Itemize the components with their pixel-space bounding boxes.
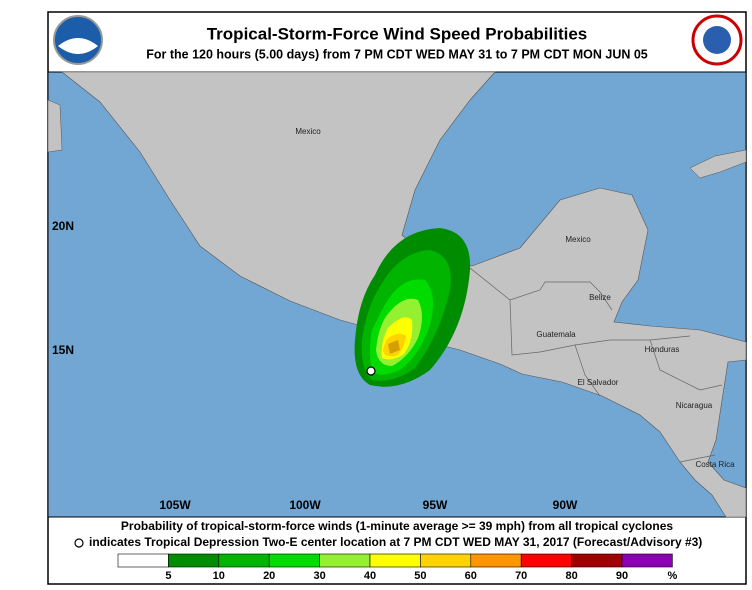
place-label: Guatemala [536,330,576,339]
longitude-label: 95W [423,498,448,512]
legend-swatch [117,553,169,568]
legend-label: 40 [364,570,376,582]
latitude-label: 20N [52,219,74,233]
title: Tropical-Storm-Force Wind Speed Probabil… [207,24,588,43]
legend-label: 10 [213,570,225,582]
legend-label: 5 [165,570,171,582]
longitude-label: 105W [159,498,191,512]
place-label: El Salvador [578,378,619,387]
noaa-logo-bird [58,38,98,54]
footer-text: indicates Tropical Depression Two-E cent… [89,535,702,549]
longitude-label: 100W [289,498,321,512]
place-label: Belize [589,293,611,302]
footer-text: Probability of tropical-storm-force wind… [121,519,673,533]
legend-swatch [168,553,220,568]
nws-logo-center [703,26,731,54]
place-label: Mexico [565,235,591,244]
place-label: Honduras [645,345,680,354]
legend-swatch [520,553,572,568]
land [689,149,747,179]
legend-unit: % [668,570,678,582]
legend-swatch [218,553,270,568]
legend-label: 30 [313,570,325,582]
longitude-label: 90W [553,498,578,512]
legend-swatch [621,553,673,568]
legend-swatch [369,553,421,568]
legend-label: 90 [616,570,628,582]
legend-swatch [268,553,320,568]
legend-swatch [319,553,371,568]
legend-swatch [420,553,472,568]
legend-swatch [470,553,522,568]
legend-label: 50 [414,570,426,582]
storm-center-key [74,538,84,548]
legend: 5 10 20 30 40 50 60 70 80 90% [117,553,678,582]
legend-label: 70 [515,570,527,582]
border [429,259,723,463]
legend-label: 20 [263,570,275,582]
subtitle: For the 120 hours (5.00 days) from 7 PM … [146,47,648,61]
latitude-label: 15N [52,343,74,357]
legend-label: 60 [465,570,477,582]
prob-contour [388,340,400,354]
place-label: Nicaragua [676,401,713,410]
legend-swatch [571,553,623,568]
storm-center [366,366,376,376]
place-label: Mexico [295,127,321,136]
land [47,99,63,153]
place-label: Costa Rica [695,460,735,469]
legend-label: 80 [565,570,577,582]
